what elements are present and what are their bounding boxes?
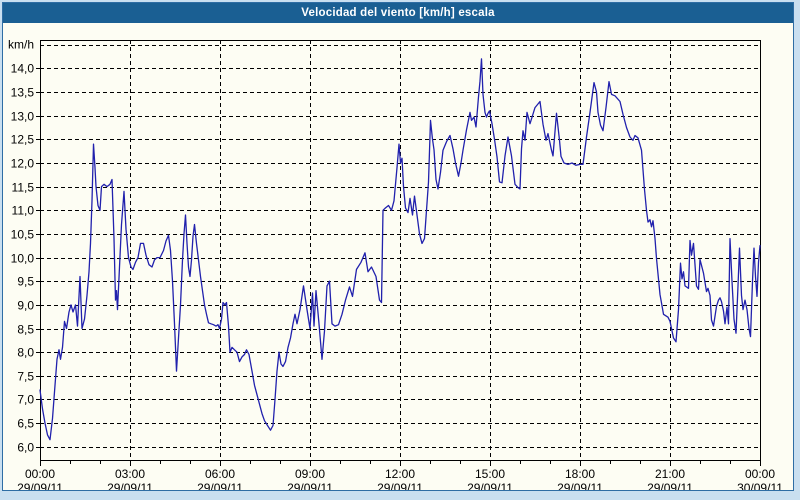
y-tick-label: 12,0 — [11, 157, 35, 171]
x-tick-time-label: 21:00 — [655, 467, 685, 481]
x-tick-date-label: 30/09/11 — [737, 481, 783, 490]
x-tick-time-label: 18:00 — [565, 467, 595, 481]
chart-area: 14,0 13,5 13,0 12,5 12,0 11,5 11,0 10,5 10,0 9,5 9… — [3, 23, 793, 495]
x-tick-date-label: 29/09/11 — [647, 481, 693, 490]
y-tick-label: 10,0 — [11, 252, 35, 266]
x-tick-date-label: 29/09/11 — [17, 481, 63, 490]
wind-speed-chart: 14,0 13,5 13,0 12,5 12,0 11,5 11,0 10,5 10,0 9,5 9… — [8, 38, 783, 495]
window-title-bar: Velocidad del viento [km/h] escala — [3, 3, 793, 23]
x-tick-date-label: 29/09/11 — [287, 481, 333, 490]
x-tick-date-label: 29/09/11 — [467, 481, 513, 490]
y-tick-label: 13,5 — [11, 86, 35, 100]
chart-panel: Velocidad del viento [km/h] escala 14,0 1… — [2, 2, 794, 495]
x-tick-time-label: 00:00 — [745, 467, 775, 481]
x-tick-time-label: 00:00 — [25, 467, 55, 481]
y-tick-label: 14,0 — [11, 62, 35, 76]
wind-speed-line — [39, 58, 761, 441]
y-axis-unit-label: km/h — [8, 38, 34, 52]
x-tick-date-label: 29/09/11 — [107, 481, 153, 490]
y-tick-label: 6,0 — [17, 441, 34, 455]
x-tick-time-label: 09:00 — [295, 467, 325, 481]
y-tick-label: 12,5 — [11, 133, 35, 147]
y-tick-label: 7,5 — [17, 370, 34, 384]
y-tick-label: 6,5 — [17, 417, 34, 431]
x-tick-date-label: 29/09/11 — [557, 481, 603, 490]
window-title: Velocidad del viento [km/h] escala — [301, 7, 495, 19]
y-tick-label: 8,0 — [17, 346, 34, 360]
x-tick-time-label: 15:00 — [475, 467, 505, 481]
x-tick-time-label: 06:00 — [205, 467, 235, 481]
x-tick-time-label: 03:00 — [115, 467, 145, 481]
y-tick-label: 11,5 — [12, 181, 35, 195]
x-tick-time-label: 12:00 — [385, 467, 415, 481]
y-tick-label: 13,0 — [11, 110, 35, 124]
y-tick-label: 7,0 — [17, 393, 34, 407]
y-tick-label: 8,5 — [17, 323, 34, 337]
y-tick-label: 11,0 — [12, 204, 35, 218]
x-tick-date-label: 29/09/11 — [197, 481, 243, 490]
y-tick-label: 9,0 — [17, 299, 34, 313]
y-tick-label: 9,5 — [17, 275, 34, 289]
y-tick-label: 10,5 — [11, 228, 35, 242]
x-tick-date-label: 29/09/11 — [377, 481, 423, 490]
